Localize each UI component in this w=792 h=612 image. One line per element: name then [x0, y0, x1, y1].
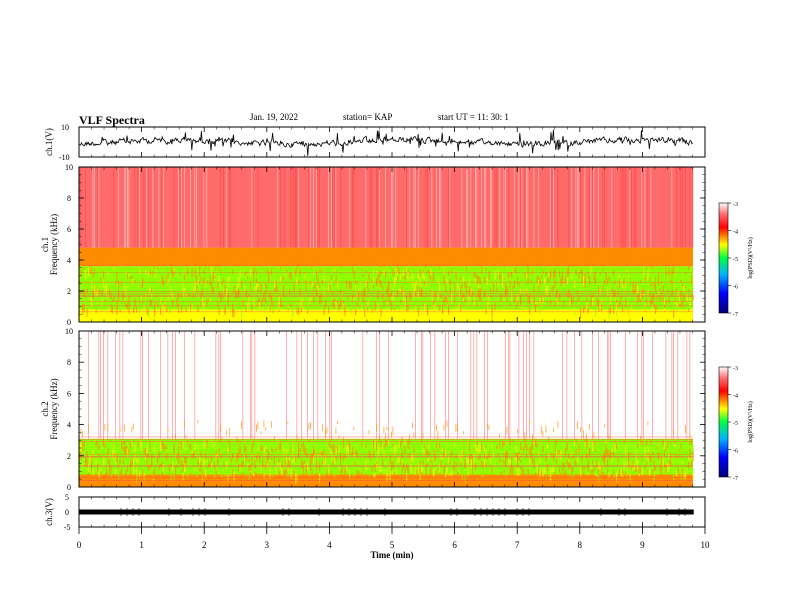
ch2-ytick-2: 2	[67, 452, 71, 461]
xtick-8: 8	[578, 540, 583, 550]
xtick-1: 1	[139, 540, 144, 550]
ch2-colorbar-tick-1: -4	[733, 394, 738, 400]
ch1-ytick-2: 2	[67, 287, 71, 296]
ch3-ylabel: ch.3(V)	[44, 498, 54, 526]
ch1-ytick-6: 6	[67, 225, 71, 234]
ch1-ytick-4: 4	[67, 256, 71, 265]
station-label: station= KAP	[343, 112, 393, 122]
xtick-3: 3	[265, 540, 270, 550]
ch2-colorbar-tick-4: -7	[733, 476, 738, 482]
xtick-2: 2	[202, 540, 207, 550]
ch3-ytick-0: 5	[65, 493, 69, 502]
xtick-10: 10	[701, 540, 711, 550]
ch2-colorbar	[718, 366, 729, 478]
ch3-ytick-1: 0	[65, 508, 69, 517]
ch1-colorbar-label: log(PSD)(V²/Hz)	[747, 237, 754, 278]
ch3-ytick-2: -5	[64, 523, 71, 532]
ch1-colorbar-tick-2: -5	[733, 257, 738, 263]
date-label: Jan. 19, 2022	[250, 112, 298, 122]
ch1-spectrogram	[79, 167, 694, 322]
ch1-ylabel-channel: ch.1	[40, 237, 50, 252]
ch1-band-2	[79, 247, 693, 267]
chart-title: VLF Spectra	[79, 113, 145, 127]
ch1-colorbar	[718, 202, 729, 314]
xtick-6: 6	[452, 540, 457, 550]
xtick-9: 9	[640, 540, 645, 550]
ch2-band-2	[79, 331, 693, 439]
ch2-spectrogram	[79, 331, 694, 487]
ch3-signal-band	[79, 509, 694, 515]
start-time-label: start UT = 11: 30: 1	[438, 112, 509, 122]
ch2-colorbar-label: log(PSD)(V²/Hz)	[747, 401, 754, 442]
ch1-ytick-8: 8	[67, 194, 71, 203]
ch1-colorbar-tick-3: -6	[733, 285, 738, 291]
ch2-ytick-4: 4	[67, 421, 71, 430]
ch2-colorbar-tick-0: -3	[733, 366, 738, 372]
ch2-ylabel-channel: ch.2	[40, 401, 50, 416]
ch1-ytick-top: 10	[61, 123, 69, 132]
ch2-ytick-0: 0	[67, 483, 71, 492]
ch1-ytick-bottom: -10	[59, 153, 70, 162]
ch1-ylabel-frequency: Frequency (kHz)	[49, 214, 59, 275]
ch1-ylabel: ch.1(V)	[44, 128, 54, 156]
xtick-4: 4	[327, 540, 332, 550]
xtick-7: 7	[515, 540, 520, 550]
ch2-ylabel-frequency: Frequency (kHz)	[49, 378, 59, 439]
ch1-band-3	[79, 167, 693, 248]
ch2-ytick-10: 10	[65, 327, 73, 336]
ch2-ytick-6: 6	[67, 389, 71, 398]
x-axis-label: Time (min)	[370, 550, 413, 560]
ch1-band-0	[79, 309, 693, 322]
ch2-colorbar-tick-3: -6	[733, 449, 738, 455]
ch1-colorbar-tick-1: -4	[733, 230, 738, 236]
ch2-colorbar-tick-2: -5	[733, 421, 738, 427]
ch1-colorbar-tick-0: -3	[733, 202, 738, 208]
ch1-waveform-line	[78, 129, 693, 157]
ch1-ytick-0: 0	[67, 318, 71, 327]
ch1-colorbar-tick-4: -7	[733, 312, 738, 318]
xtick-0: 0	[77, 540, 82, 550]
xtick-5: 5	[390, 540, 395, 550]
ch1-ytick-10: 10	[65, 163, 73, 172]
ch2-ytick-8: 8	[67, 358, 71, 367]
